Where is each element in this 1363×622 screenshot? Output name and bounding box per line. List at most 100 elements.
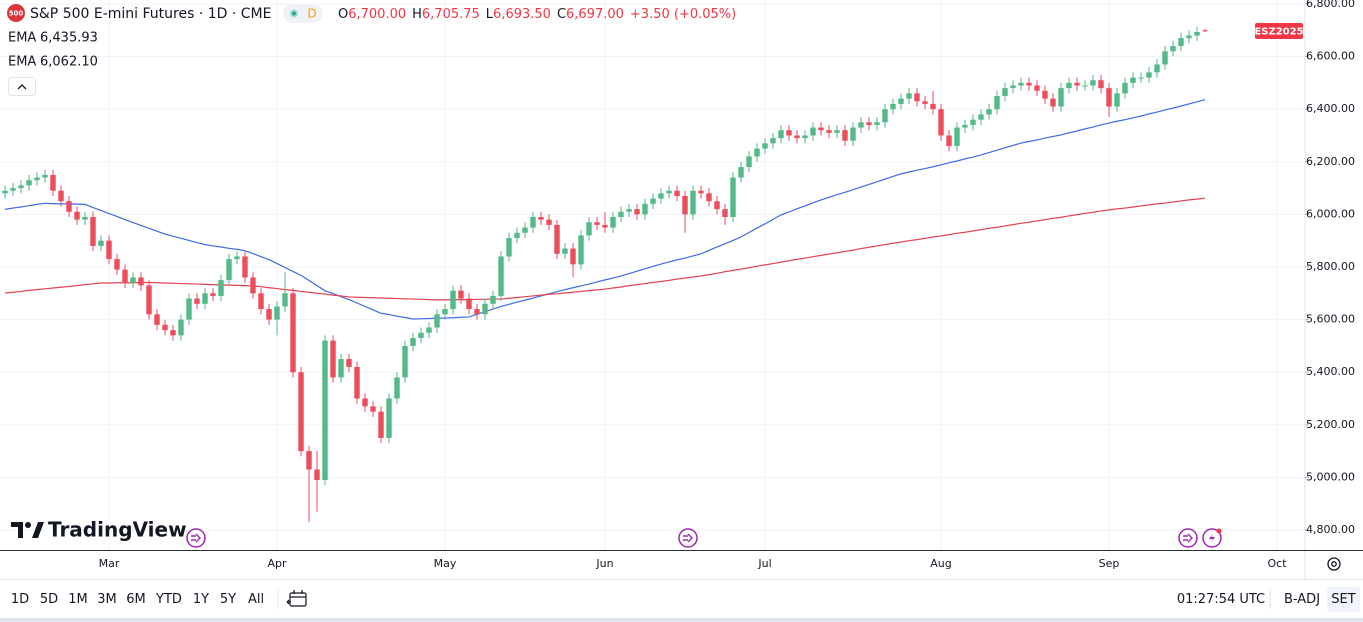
candle-body (1146, 72, 1152, 78)
collapse-button[interactable] (8, 77, 36, 96)
candle-body (402, 345, 408, 378)
candle-body (1010, 85, 1016, 89)
clock[interactable]: 01:27:54 UTC (1177, 592, 1265, 607)
candle-body (666, 190, 672, 194)
candle-body (426, 327, 432, 333)
candle-body (394, 377, 400, 399)
candle-body (634, 209, 640, 215)
candle-body (1098, 80, 1104, 89)
candle-body (1082, 85, 1088, 87)
candle-body (698, 190, 704, 194)
candle-body (690, 190, 696, 215)
candle-body (1138, 77, 1144, 79)
candle-body (570, 248, 576, 265)
session-toggle[interactable]: SET (1331, 592, 1355, 607)
range-button[interactable]: 3M (97, 592, 117, 607)
candle-body (154, 314, 160, 325)
symbol-price-label: ESZ2025 (1254, 27, 1303, 38)
candle-body (818, 127, 824, 131)
indicator-name[interactable]: EMA (8, 55, 36, 70)
date-range-button[interactable] (286, 590, 307, 607)
collapse-icon (17, 84, 27, 90)
y-tick-label: 6,600.00 (1306, 50, 1355, 63)
delay-badge: D (307, 7, 316, 21)
candle-body (610, 217, 616, 228)
range-button[interactable]: All (248, 592, 264, 607)
candle-body (226, 259, 232, 281)
range-button[interactable]: YTD (155, 592, 182, 607)
candle-body (178, 319, 184, 336)
event-marker[interactable] (678, 528, 698, 548)
range-button[interactable]: 5Y (220, 592, 236, 607)
candle-body (706, 193, 712, 202)
candle-body (450, 290, 456, 310)
event-arrow (191, 533, 201, 543)
candle-body (354, 366, 360, 399)
range-button[interactable]: 1Y (193, 592, 209, 607)
candle-body (810, 127, 816, 136)
candle-body (906, 93, 912, 99)
candle-body (98, 240, 104, 246)
y-tick-label: 6,800.00 (1306, 0, 1355, 10)
candle-body (466, 298, 472, 310)
range-button[interactable]: 1D (11, 592, 29, 607)
candle-body (410, 337, 416, 346)
x-tick-label: Jun (595, 557, 613, 570)
status-pill[interactable] (283, 4, 323, 23)
ohlc-value: 6,693.50 (493, 7, 551, 22)
candle-body (746, 156, 752, 168)
candle-body (954, 127, 960, 146)
session-button-bg (1327, 587, 1360, 612)
candle-body (738, 167, 744, 178)
candle-body (970, 119, 976, 125)
event-marker[interactable] (186, 528, 206, 548)
candle-body (106, 240, 112, 260)
symbol-logo (7, 4, 25, 22)
event-markers (186, 528, 1222, 548)
range-button[interactable]: 6M (126, 592, 146, 607)
candle-body (546, 219, 552, 225)
ohlc-value: 6,700.00 (348, 7, 406, 22)
candle-body (338, 359, 344, 378)
candle-body (850, 127, 856, 141)
event-alert-dot (1216, 528, 1222, 534)
candle-body (242, 256, 248, 278)
candle-body (114, 259, 120, 270)
candle-body (722, 209, 728, 218)
candle-body (1090, 80, 1096, 86)
candle-body (586, 222, 592, 236)
candle-body (330, 340, 336, 378)
x-tick-label: Oct (1267, 557, 1287, 570)
x-tick-label: Aug (930, 557, 951, 570)
ohlc-label: C (557, 7, 566, 22)
calendar-icon-detail (286, 590, 306, 605)
candle-body (794, 135, 800, 139)
candle-body (658, 193, 664, 199)
range-button[interactable]: 5D (40, 592, 58, 607)
candle-body (194, 298, 200, 304)
event-marker[interactable] (1202, 528, 1222, 548)
ema-line (4, 197, 1206, 301)
calendar-icon (289, 592, 307, 607)
candle-body (826, 130, 832, 133)
candle-body (626, 209, 632, 212)
symbol-title[interactable]: S&P 500 E-mini Futures · 1D · CME (30, 6, 271, 22)
adjustment-toggle[interactable]: B-ADJ (1284, 592, 1320, 607)
candle-body (562, 248, 568, 254)
brand-mark-slash (32, 522, 44, 538)
candle-body (1194, 31, 1200, 36)
indicator-name[interactable]: EMA (8, 31, 36, 46)
candle-body (490, 295, 496, 304)
candle-body (898, 98, 904, 104)
candle-body (2, 190, 8, 194)
candle-body (1114, 93, 1120, 107)
candle-body (538, 217, 544, 220)
range-button[interactable]: 1M (68, 592, 88, 607)
gear-center (1331, 561, 1337, 567)
event-marker[interactable] (1178, 528, 1198, 548)
settings-button[interactable] (1327, 557, 1341, 571)
candle-body (282, 293, 288, 307)
candle-body (770, 138, 776, 144)
candle-body (58, 190, 64, 202)
